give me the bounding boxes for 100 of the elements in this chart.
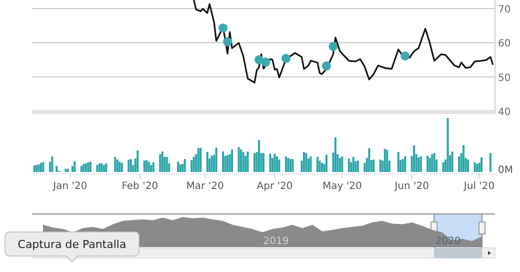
bar — [51, 156, 54, 172]
bar — [352, 156, 354, 172]
bar — [116, 160, 118, 172]
bar — [105, 163, 108, 172]
bar — [431, 154, 434, 172]
bar — [128, 160, 130, 172]
bar — [278, 160, 280, 172]
bar — [179, 164, 182, 172]
bar — [287, 158, 290, 172]
bar — [402, 159, 404, 172]
bar — [240, 149, 242, 172]
bar — [118, 162, 121, 172]
bar — [148, 162, 150, 172]
bar — [226, 155, 229, 172]
bar — [242, 152, 244, 172]
bar — [384, 148, 386, 172]
annotation: 2019 — [263, 236, 289, 247]
bar — [334, 137, 336, 172]
bar — [451, 151, 454, 172]
bar — [418, 157, 420, 172]
bar — [56, 166, 58, 172]
bar — [458, 156, 460, 172]
x-tick-label: Jan '20 — [52, 181, 88, 192]
bar — [284, 156, 287, 172]
bar — [222, 151, 224, 172]
x-tick-label: Jul '20 — [462, 181, 495, 192]
y-tick-label: 40 — [498, 106, 511, 118]
y-tick-label: 70 — [498, 4, 511, 16]
x-tick-label: May '20 — [322, 181, 362, 192]
bar — [166, 156, 168, 172]
bar — [325, 154, 328, 172]
bar — [66, 168, 69, 172]
bar — [310, 156, 312, 172]
bar — [254, 153, 256, 172]
bar — [210, 156, 213, 172]
bar — [120, 162, 123, 172]
bar — [74, 161, 76, 172]
bar — [150, 164, 152, 172]
bar — [143, 160, 146, 172]
bar — [84, 163, 87, 172]
bar — [197, 148, 200, 172]
bar — [100, 163, 103, 172]
bar — [114, 156, 116, 172]
bar — [159, 154, 162, 172]
bar — [341, 156, 344, 172]
bar — [244, 156, 247, 172]
bar — [89, 162, 92, 172]
point — [328, 42, 338, 51]
point — [218, 23, 228, 32]
bar — [238, 147, 240, 172]
bar — [379, 160, 382, 172]
bar — [476, 164, 478, 172]
point — [281, 54, 290, 63]
point — [261, 58, 270, 67]
bar — [467, 160, 470, 172]
bar — [102, 164, 105, 172]
bar — [190, 160, 193, 172]
bar — [40, 162, 42, 172]
bar — [320, 162, 323, 172]
point — [223, 37, 232, 46]
bar — [184, 159, 186, 172]
x-tick-label: Feb '20 — [122, 181, 158, 192]
bar — [224, 156, 226, 172]
bar — [302, 152, 305, 172]
point — [400, 51, 410, 60]
bar — [206, 152, 208, 172]
bar — [130, 159, 132, 172]
bar — [161, 151, 164, 172]
bar — [192, 156, 195, 172]
bar — [397, 152, 400, 172]
bar — [276, 156, 278, 172]
bar — [426, 156, 429, 172]
bar — [152, 162, 154, 172]
bar — [442, 162, 444, 172]
bar — [428, 158, 431, 172]
x-tick-label: Jun '20 — [394, 181, 429, 192]
bar — [289, 159, 292, 172]
bar — [386, 150, 388, 172]
bar — [420, 156, 422, 172]
bar — [368, 148, 370, 172]
point — [322, 61, 331, 70]
bar — [372, 160, 375, 172]
bar — [490, 153, 492, 172]
bar — [136, 150, 139, 172]
bar — [215, 148, 218, 172]
bar — [404, 156, 406, 172]
bar — [292, 159, 294, 172]
bar — [146, 160, 148, 172]
x-tick-label: Apr '20 — [256, 181, 293, 192]
line-series — [193, 0, 494, 84]
bar — [262, 153, 264, 172]
bar — [356, 160, 359, 172]
y-tick-label: 60 — [498, 38, 511, 50]
x-tick-label: Mar '20 — [186, 181, 224, 192]
bar — [316, 156, 318, 172]
bar — [177, 162, 180, 172]
bar — [354, 161, 357, 172]
bar — [35, 164, 38, 172]
bar — [433, 153, 436, 172]
bar — [98, 163, 100, 172]
